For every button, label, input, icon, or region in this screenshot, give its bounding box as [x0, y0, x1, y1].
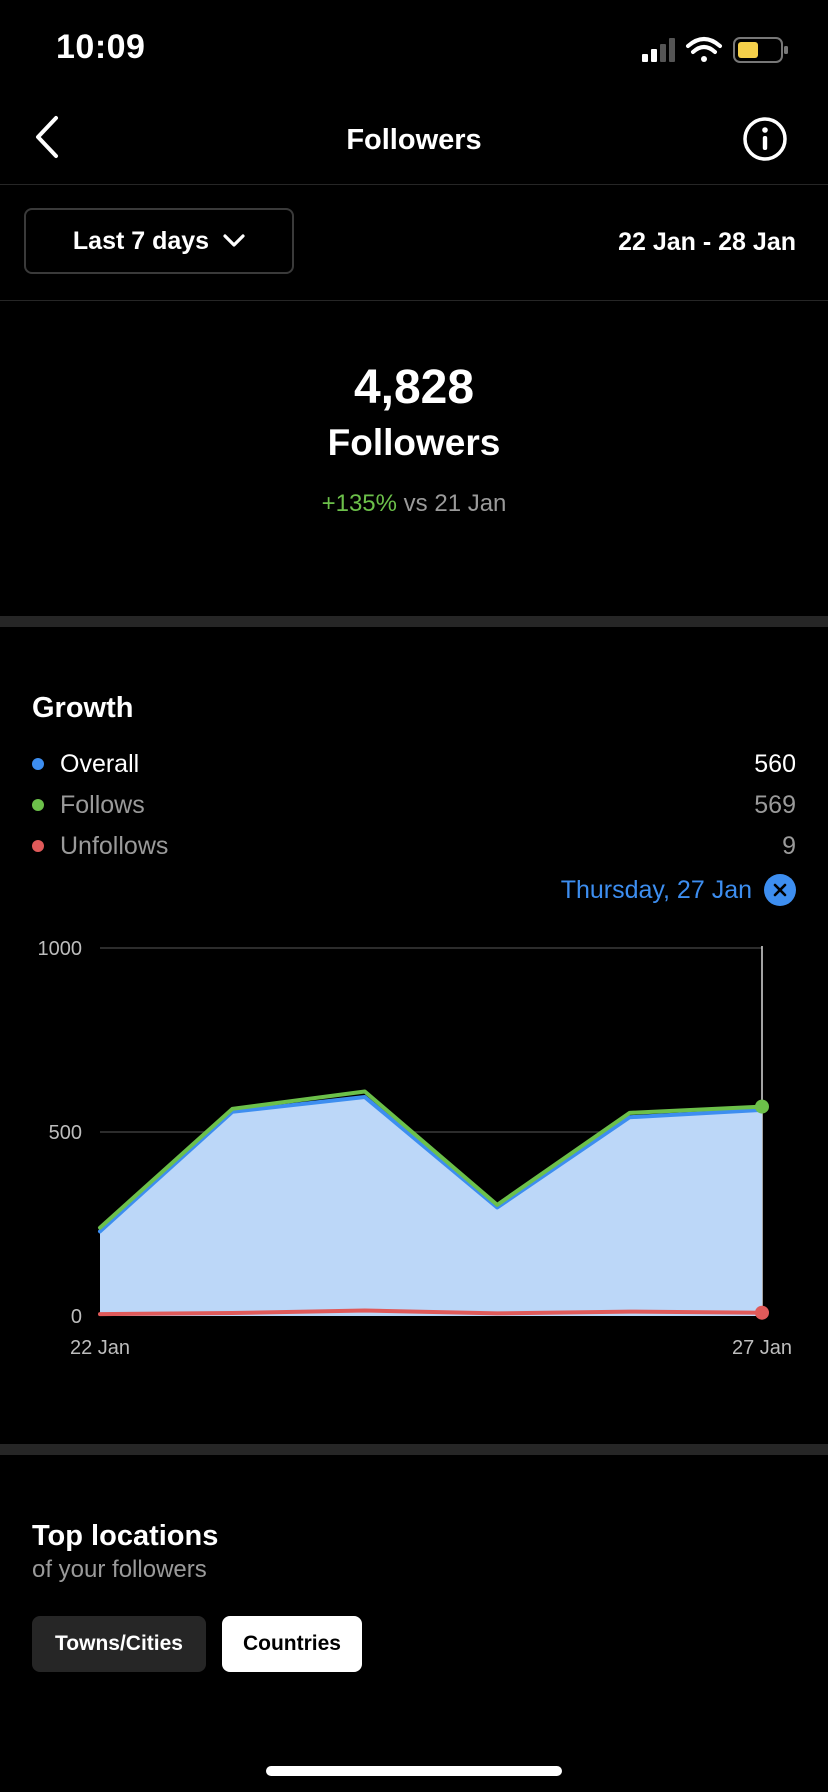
- legend-name: Unfollows: [60, 831, 169, 860]
- date-range-dropdown[interactable]: Last 7 days: [24, 208, 294, 274]
- battery-icon: [733, 37, 788, 63]
- change-compare: vs 21 Jan: [403, 490, 507, 517]
- legend-follows: Follows 569: [32, 787, 796, 823]
- chart-areas: [100, 1097, 762, 1316]
- series-line-follows: [98, 1089, 764, 1230]
- legend-unfollows: Unfollows 9: [32, 828, 796, 864]
- divider: [0, 300, 828, 301]
- legend-name: Overall: [60, 749, 140, 778]
- followers-count: 4,828: [353, 361, 475, 414]
- legend-overall: Overall 560: [32, 746, 796, 782]
- x-tick-label: 22 Jan: [70, 1337, 130, 1359]
- divider: [0, 184, 828, 185]
- section-separator: [0, 1444, 828, 1455]
- section-separator: [0, 616, 828, 627]
- tab-countries[interactable]: Countries: [222, 1616, 362, 1672]
- y-tick-label: 1000: [38, 938, 83, 960]
- change-percent: +135%: [321, 490, 397, 517]
- chevron-down-icon: [223, 234, 245, 247]
- legend-dot-overall: [32, 758, 44, 770]
- close-icon: [773, 883, 787, 897]
- home-indicator[interactable]: [266, 1766, 562, 1776]
- signal-icon: [642, 38, 675, 62]
- series-line-overall: [98, 1095, 764, 1234]
- growth-chart[interactable]: 0 500 1000 22 Jan 27 Jan: [0, 920, 828, 1360]
- date-range-text: 22 Jan - 28 Jan: [618, 228, 796, 256]
- legend-value: 560: [754, 749, 796, 778]
- date-range-label: Last 7 days: [72, 226, 210, 255]
- point-marker-follows: [755, 1099, 769, 1114]
- followers-label: Followers: [327, 422, 501, 463]
- selected-date-label: Thursday, 27 Jan: [560, 875, 752, 904]
- top-locations-subtitle: of your followers: [32, 1556, 207, 1583]
- legend-name: Follows: [60, 790, 145, 819]
- status-time: 10:09: [56, 28, 146, 66]
- page-title: Followers: [346, 124, 482, 156]
- y-tick-label: 0: [71, 1306, 82, 1328]
- clear-selection-button[interactable]: [764, 874, 796, 906]
- chart-markers: [755, 1099, 769, 1320]
- legend-dot-follows: [32, 799, 44, 811]
- wifi-icon: [686, 37, 722, 62]
- top-locations-title: Top locations: [32, 1520, 219, 1552]
- y-tick-label: 500: [49, 1122, 82, 1144]
- legend-value: 569: [754, 790, 796, 819]
- series-line-unfollows: [98, 1308, 764, 1317]
- legend-dot-unfollows: [32, 840, 44, 852]
- chevron-left-icon[interactable]: [28, 112, 68, 162]
- x-tick-label: 27 Jan: [732, 1337, 792, 1359]
- chart-labels: 0 500 1000 22 Jan 27 Jan: [38, 938, 793, 1359]
- chart-lines: [98, 1089, 764, 1317]
- status-icons: [642, 37, 788, 63]
- followers-change: +135% vs 21 Jan: [0, 490, 828, 518]
- growth-title: Growth: [32, 692, 134, 724]
- point-marker-unfollows: [755, 1305, 769, 1320]
- tab-towns-cities[interactable]: Towns/Cities: [32, 1616, 206, 1672]
- info-icon[interactable]: [742, 116, 788, 162]
- series-area-overall: [100, 1097, 762, 1316]
- legend-value: 9: [782, 831, 796, 860]
- selected-date: Thursday, 27 Jan: [561, 874, 796, 906]
